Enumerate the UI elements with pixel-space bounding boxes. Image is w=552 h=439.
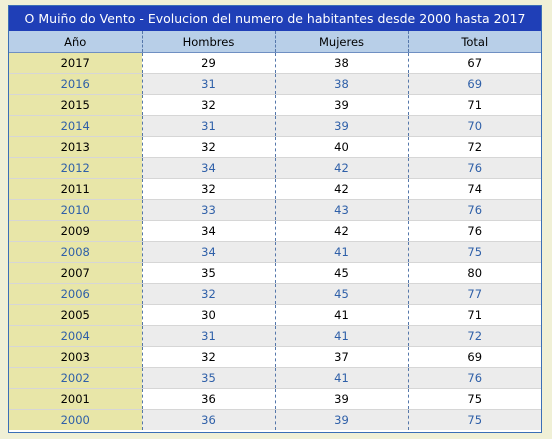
- year-cell: 2014: [9, 115, 142, 137]
- year-cell: 2002: [9, 367, 142, 389]
- year-cell: 2010: [9, 199, 142, 221]
- men-cell: 32: [141, 178, 275, 200]
- women-cell: 38: [274, 73, 408, 95]
- men-cell: 35: [141, 367, 275, 389]
- total-cell: 74: [407, 178, 541, 200]
- table-row: 2014 31 39 70: [9, 115, 541, 137]
- women-cell: 42: [274, 178, 408, 200]
- total-cell: 77: [407, 283, 541, 305]
- total-cell: 75: [407, 388, 541, 410]
- women-cell: 39: [274, 388, 408, 410]
- men-cell: 32: [141, 346, 275, 368]
- women-cell: 41: [274, 241, 408, 263]
- year-cell: 2004: [9, 325, 142, 347]
- header-women: Mujeres: [274, 31, 408, 53]
- men-cell: 31: [141, 115, 275, 137]
- header-year: Año: [9, 31, 142, 53]
- table-body: 2017 29 38 67 2016 31 38 69 2015 32 39 71 2014 31 39 70…: [9, 52, 541, 430]
- year-cell: 2015: [9, 94, 142, 116]
- total-cell: 76: [407, 157, 541, 179]
- total-cell: 75: [407, 409, 541, 430]
- table-row: 2017 29 38 67: [9, 52, 541, 74]
- men-cell: 32: [141, 94, 275, 116]
- year-cell: 2013: [9, 136, 142, 158]
- total-cell: 80: [407, 262, 541, 284]
- women-cell: 45: [274, 283, 408, 305]
- table-row: 2013 32 40 72: [9, 136, 541, 158]
- year-cell: 2011: [9, 178, 142, 200]
- table-row: 2007 35 45 80: [9, 262, 541, 284]
- women-cell: 37: [274, 346, 408, 368]
- table-row: 2003 32 37 69: [9, 346, 541, 368]
- women-cell: 39: [274, 94, 408, 116]
- total-cell: 71: [407, 94, 541, 116]
- total-cell: 72: [407, 325, 541, 347]
- men-cell: 34: [141, 157, 275, 179]
- year-cell: 2008: [9, 241, 142, 263]
- total-cell: 72: [407, 136, 541, 158]
- women-cell: 39: [274, 409, 408, 430]
- total-cell: 71: [407, 304, 541, 326]
- men-cell: 31: [141, 325, 275, 347]
- year-cell: 2017: [9, 52, 142, 74]
- header-men: Hombres: [141, 31, 275, 53]
- year-cell: 2006: [9, 283, 142, 305]
- table-row: 2005 30 41 71: [9, 304, 541, 326]
- women-cell: 42: [274, 157, 408, 179]
- women-cell: 42: [274, 220, 408, 242]
- men-cell: 35: [141, 262, 275, 284]
- men-cell: 31: [141, 73, 275, 95]
- year-cell: 2005: [9, 304, 142, 326]
- women-cell: 41: [274, 325, 408, 347]
- total-cell: 76: [407, 199, 541, 221]
- men-cell: 36: [141, 409, 275, 430]
- total-cell: 70: [407, 115, 541, 137]
- table-row: 2012 34 42 76: [9, 157, 541, 179]
- population-table-panel: O Muiño do Vento - Evolucion del numero …: [8, 5, 542, 433]
- total-cell: 69: [407, 73, 541, 95]
- men-cell: 33: [141, 199, 275, 221]
- women-cell: 41: [274, 304, 408, 326]
- year-cell: 2000: [9, 409, 142, 430]
- men-cell: 34: [141, 241, 275, 263]
- year-cell: 2001: [9, 388, 142, 410]
- women-cell: 38: [274, 52, 408, 74]
- header-row: Año Hombres Mujeres Total: [9, 31, 541, 53]
- table-row: 2000 36 39 75: [9, 409, 541, 430]
- table-row: 2009 34 42 76: [9, 220, 541, 242]
- year-cell: 2012: [9, 157, 142, 179]
- total-cell: 69: [407, 346, 541, 368]
- year-cell: 2007: [9, 262, 142, 284]
- table-row: 2002 35 41 76: [9, 367, 541, 389]
- table-title: O Muiño do Vento - Evolucion del numero …: [9, 6, 541, 31]
- total-cell: 75: [407, 241, 541, 263]
- table-row: 2016 31 38 69: [9, 73, 541, 95]
- women-cell: 39: [274, 115, 408, 137]
- year-cell: 2009: [9, 220, 142, 242]
- table-row: 2011 32 42 74: [9, 178, 541, 200]
- men-cell: 32: [141, 283, 275, 305]
- women-cell: 41: [274, 367, 408, 389]
- women-cell: 45: [274, 262, 408, 284]
- men-cell: 29: [141, 52, 275, 74]
- header-total: Total: [407, 31, 541, 53]
- men-cell: 36: [141, 388, 275, 410]
- total-cell: 76: [407, 220, 541, 242]
- year-cell: 2016: [9, 73, 142, 95]
- table-row: 2001 36 39 75: [9, 388, 541, 410]
- population-table: Año Hombres Mujeres Total 2017 29 38 67 2016…: [9, 31, 541, 430]
- year-cell: 2003: [9, 346, 142, 368]
- table-row: 2008 34 41 75: [9, 241, 541, 263]
- women-cell: 43: [274, 199, 408, 221]
- men-cell: 30: [141, 304, 275, 326]
- total-cell: 76: [407, 367, 541, 389]
- table-row: 2015 32 39 71: [9, 94, 541, 116]
- men-cell: 34: [141, 220, 275, 242]
- men-cell: 32: [141, 136, 275, 158]
- table-row: 2004 31 41 72: [9, 325, 541, 347]
- total-cell: 67: [407, 52, 541, 74]
- table-row: 2010 33 43 76: [9, 199, 541, 221]
- table-row: 2006 32 45 77: [9, 283, 541, 305]
- women-cell: 40: [274, 136, 408, 158]
